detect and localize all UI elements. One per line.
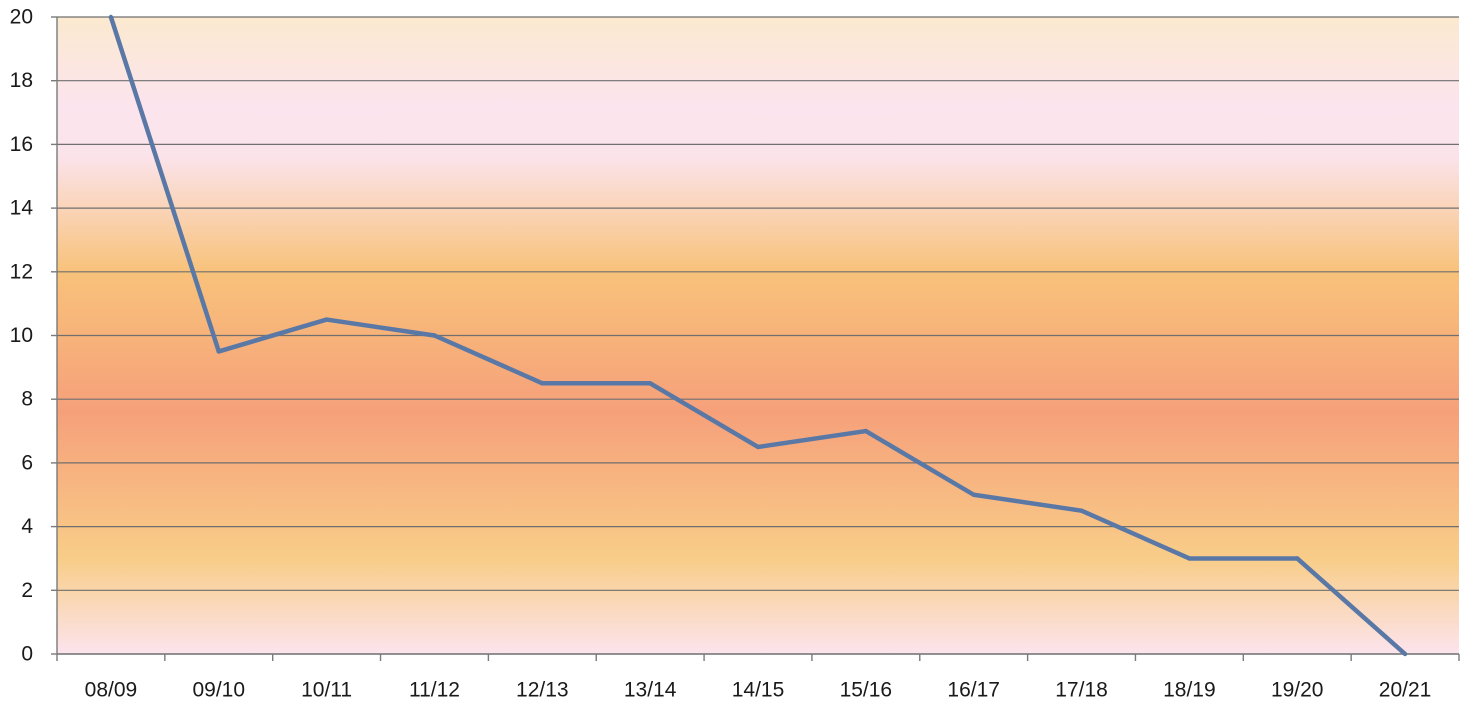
x-tick-label-11: 19/20 <box>1271 679 1324 702</box>
y-tick-label-20: 20 <box>10 6 33 29</box>
y-axis-tick-labels: 0 2 4 6 8 10 12 14 16 18 20 <box>10 6 34 666</box>
y-tick-label-0: 0 <box>21 643 33 666</box>
x-tick-label-1: 09/10 <box>192 679 245 702</box>
data-point-11/12 <box>432 333 437 338</box>
x-tick-label-2: 10/11 <box>301 679 352 702</box>
data-point-20/21 <box>1402 651 1408 657</box>
x-tick-label-4: 12/13 <box>516 679 569 702</box>
data-point-18/19 <box>1187 556 1192 561</box>
data-point-12/13 <box>540 381 545 386</box>
data-point-13/14 <box>647 381 653 386</box>
y-tick-label-10: 10 <box>10 324 33 347</box>
x-tick-label-0: 08/09 <box>85 679 138 702</box>
gridlines <box>57 16 1459 655</box>
data-point-09/10 <box>216 349 221 354</box>
x-tick-label-6: 14/15 <box>732 679 785 702</box>
x-tick-label-3: 11/12 <box>409 679 460 702</box>
y-tick-label-8: 8 <box>21 388 33 411</box>
x-tick-label-9: 17/18 <box>1055 679 1108 702</box>
data-point-17/18 <box>1079 508 1084 513</box>
data-point-15/16 <box>863 428 869 434</box>
y-tick-label-6: 6 <box>21 451 33 474</box>
y-tick-label-2: 2 <box>21 579 33 602</box>
y-tick-label-14: 14 <box>10 197 34 220</box>
series-layer <box>108 14 1408 657</box>
x-axis-tick-labels: 08/09 09/10 10/11 11/12 12/13 13/14 14/15 15/16… <box>85 679 1432 702</box>
data-point-14/15 <box>755 444 761 450</box>
y-tick-label-18: 18 <box>10 69 33 92</box>
axes <box>51 16 1460 661</box>
data-point-10/11 <box>324 317 329 322</box>
x-tick-label-8: 16/17 <box>947 679 1000 702</box>
data-point-19/20 <box>1295 556 1300 561</box>
y-tick-label-16: 16 <box>10 133 33 156</box>
x-tick-label-5: 13/14 <box>624 679 677 702</box>
y-tick-label-4: 4 <box>21 515 33 538</box>
x-tick-label-12: 20/21 <box>1379 679 1432 702</box>
x-tick-label-7: 15/16 <box>840 679 893 702</box>
data-point-08/09 <box>108 14 114 20</box>
x-tick-label-10: 18/19 <box>1163 679 1216 702</box>
y-tick-label-12: 12 <box>10 260 33 283</box>
data-point-16/17 <box>971 492 976 497</box>
